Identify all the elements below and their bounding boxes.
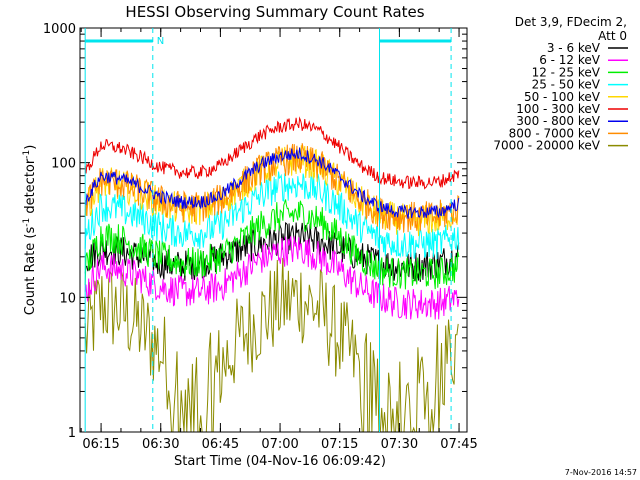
x-axis-label: Start Time (04-Nov-16 06:09:42) — [174, 454, 386, 469]
legend-label: 7000 - 20000 keV — [493, 139, 600, 153]
x-tick-label: 07:45 — [440, 437, 477, 452]
legend-label: 12 - 25 keV — [532, 65, 601, 79]
legend-label: 3 - 6 keV — [547, 41, 601, 55]
y-tick-label: 100 — [51, 157, 76, 172]
y-tick-label: 1 — [68, 426, 76, 441]
legend-label: 25 - 50 keV — [532, 78, 601, 92]
chart-title: HESSI Observing Summary Count Rates — [125, 3, 424, 21]
plot-frame — [79, 27, 468, 433]
series-line — [84, 199, 460, 290]
legend-label: 300 - 800 keV — [516, 114, 600, 128]
legend-header-line-2: Att 0 — [598, 29, 627, 43]
x-tick-label: 07:00 — [261, 437, 298, 452]
x-tick-label: 07:30 — [381, 437, 418, 452]
timestamp: 7-Nov-2016 14:57 — [565, 468, 637, 477]
x-tick-label: 06:30 — [142, 437, 179, 452]
x-tick-label: 06:15 — [82, 437, 119, 452]
y-axis-label: Count Rate (s-1 detector-1) — [22, 145, 38, 316]
legend-header-line-1: Det 3,9, FDecim 2, — [515, 15, 627, 29]
series-line — [84, 236, 460, 320]
y-tick-label: 10 — [59, 291, 76, 306]
legend-label: 100 - 300 keV — [516, 102, 600, 116]
x-tick-label: 06:45 — [202, 437, 239, 452]
legend-label: 6 - 12 keV — [539, 53, 601, 67]
legend-label: 50 - 100 keV — [524, 90, 601, 104]
series-line — [84, 171, 460, 260]
y-tick-label: 1000 — [43, 22, 76, 37]
legend-label: 800 - 7000 keV — [509, 126, 601, 140]
night-marker-label: N — [157, 36, 164, 47]
y-axis: 1 10 100 1000 — [43, 22, 467, 441]
series-line — [84, 116, 460, 190]
x-tick-label: 07:15 — [321, 437, 358, 452]
series-line — [84, 257, 459, 432]
x-axis: 06:15 06:30 06:45 07:00 07:15 07:30 07:45 — [80, 28, 478, 452]
series-line — [84, 147, 460, 219]
series-line — [84, 143, 460, 233]
